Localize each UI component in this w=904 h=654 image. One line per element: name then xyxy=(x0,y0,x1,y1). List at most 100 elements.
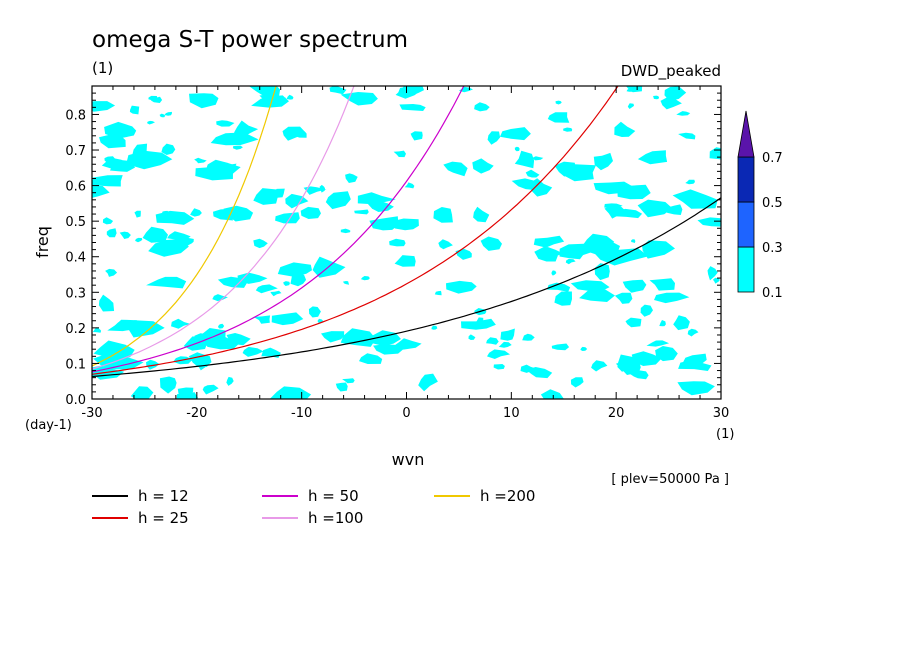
contour-blob xyxy=(418,373,438,392)
contour-blob xyxy=(275,212,300,224)
contour-blob xyxy=(431,325,438,330)
contour-blob xyxy=(642,240,675,259)
contour-blob xyxy=(374,220,385,226)
contour-blob xyxy=(433,207,453,223)
contour-blob xyxy=(533,235,565,248)
contour-blob xyxy=(707,266,718,281)
contour-blob xyxy=(343,281,350,285)
contour-blob xyxy=(105,268,118,277)
contour-blob xyxy=(653,95,660,100)
contour-blob xyxy=(255,284,278,294)
contour-blob xyxy=(194,157,207,164)
contour-blob xyxy=(617,184,651,200)
contour-blob xyxy=(565,258,576,265)
contour-blob xyxy=(92,101,116,112)
contour-blob xyxy=(673,315,690,331)
contour-blob xyxy=(354,209,369,215)
dispersion-curve xyxy=(92,86,465,373)
legend-label: h = 25 xyxy=(138,509,189,527)
contour-blob xyxy=(659,320,666,327)
contour-blob xyxy=(283,281,290,286)
y-tick-label: 0.6 xyxy=(65,180,86,195)
contour-blob xyxy=(146,359,160,370)
contour-blob xyxy=(148,238,189,257)
contour-blob xyxy=(399,104,426,111)
contour-blob xyxy=(233,145,243,150)
contour-blob xyxy=(637,150,668,165)
legend-label: h =200 xyxy=(480,487,535,505)
y-tick-label: 0.0 xyxy=(65,393,86,408)
contour-blob xyxy=(472,158,494,174)
contour-blob xyxy=(493,364,505,370)
contour-blob xyxy=(217,323,225,329)
contour-blob xyxy=(625,317,642,328)
contour-blob xyxy=(664,86,687,102)
contour-blob xyxy=(394,255,416,267)
contour-blob xyxy=(340,92,378,106)
contour-blob xyxy=(487,131,501,145)
contour-blob xyxy=(468,334,476,340)
contour-blob xyxy=(253,315,271,324)
axis-ticks: -30 -20 -10 0 10 20 30 0.0 0.1 0.2 0.3 0.4 0.5 0.6 0.7… xyxy=(65,85,729,421)
y-axis-label: freq xyxy=(33,226,52,258)
contour-blob xyxy=(580,346,588,351)
legend: h = 12 h = 25 h = 50 h =100 h =200 xyxy=(92,487,535,527)
contour-blob xyxy=(685,179,695,185)
chart-subtitle: (1) xyxy=(92,59,113,77)
contour-blob xyxy=(118,320,165,338)
contour-blob xyxy=(487,349,510,359)
contour-blob xyxy=(161,143,176,155)
colorbar-segment xyxy=(737,246,755,293)
contour-blob xyxy=(410,131,423,141)
contour-blob xyxy=(486,337,499,345)
contour-blob xyxy=(393,338,422,350)
contour-blob xyxy=(135,237,143,243)
contour-blob xyxy=(270,386,312,399)
x-tick-label: -10 xyxy=(291,406,312,421)
contour-blob xyxy=(604,205,627,219)
contour-blob xyxy=(92,175,123,187)
contour-blob xyxy=(234,120,259,138)
contour-blob xyxy=(604,203,623,209)
contour-blob xyxy=(329,86,347,95)
contour-blob xyxy=(559,245,585,260)
contour-blob xyxy=(373,344,405,355)
contour-blob xyxy=(340,328,376,347)
contour-blob xyxy=(269,188,285,198)
contour-blob xyxy=(547,282,571,292)
dispersion-curve xyxy=(92,86,277,367)
contour-blob xyxy=(617,354,636,372)
contour-blob xyxy=(202,384,219,395)
contour-blob xyxy=(672,189,718,209)
contour-blob xyxy=(660,97,682,110)
contour-blob xyxy=(217,276,247,288)
contour-blob xyxy=(319,184,325,193)
contour-blob xyxy=(395,86,419,99)
contour-blob xyxy=(155,210,195,225)
contour-blob xyxy=(455,248,472,260)
x-axis-label: wvn xyxy=(392,450,425,469)
contour-blob xyxy=(282,126,307,141)
contour-blob xyxy=(666,204,683,215)
contour-blob xyxy=(514,150,535,169)
contour-blob xyxy=(637,199,673,218)
x-unit-label: (1) xyxy=(716,427,734,442)
y-tick-label: 0.4 xyxy=(65,251,86,266)
contour-blob xyxy=(159,376,177,394)
y-tick-label: 0.8 xyxy=(65,108,86,123)
contour-blob xyxy=(317,318,324,324)
contour-blob xyxy=(357,192,396,205)
contour-blob xyxy=(248,86,281,97)
contour-blob xyxy=(300,206,321,219)
contour-blob xyxy=(579,289,615,302)
y-tick-label: 0.7 xyxy=(65,144,86,159)
colorbar-label: 0.3 xyxy=(762,241,783,256)
contour-blob xyxy=(92,185,110,198)
contour-blob xyxy=(134,210,141,218)
x-tick-label: -20 xyxy=(186,406,207,421)
contour-blob xyxy=(253,188,279,205)
contour-blob xyxy=(102,217,114,225)
contour-blob xyxy=(389,238,406,247)
contour-blob xyxy=(628,369,649,380)
contour-blob xyxy=(345,173,358,183)
